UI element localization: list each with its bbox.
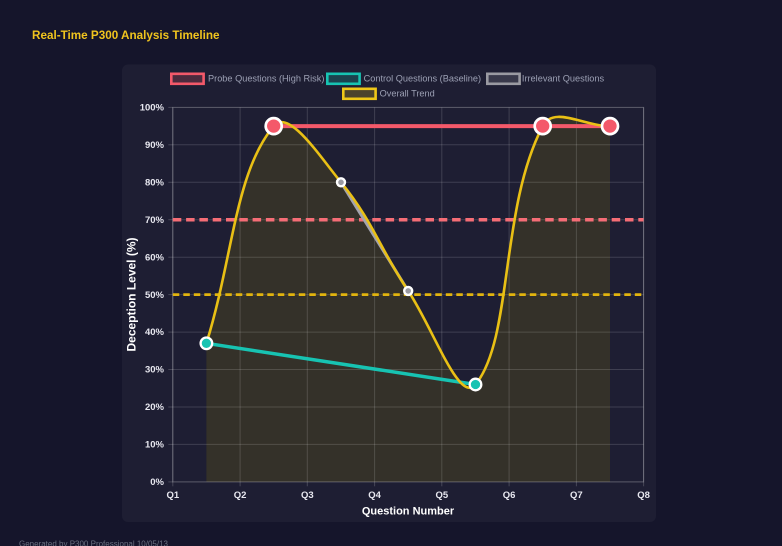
svg-text:70%: 70%	[145, 215, 165, 226]
svg-text:Control Questions (Baseline): Control Questions (Baseline)	[364, 73, 481, 83]
svg-text:Real-Time P300 Analysis Timeli: Real-Time P300 Analysis Timeline	[32, 29, 220, 42]
svg-text:Irrelevant Questions: Irrelevant Questions	[522, 73, 605, 83]
svg-text:20%: 20%	[145, 402, 165, 413]
svg-text:Q5: Q5	[435, 490, 448, 501]
svg-text:Question Number: Question Number	[362, 506, 455, 518]
svg-text:Q2: Q2	[234, 490, 247, 501]
svg-text:Generated by P300 Professional: Generated by P300 Professional 10/05/13	[19, 539, 169, 546]
svg-text:Probe Questions (High Risk): Probe Questions (High Risk)	[208, 73, 324, 83]
svg-text:Q6: Q6	[503, 490, 516, 501]
svg-text:Q1: Q1	[166, 490, 179, 501]
svg-text:50%: 50%	[145, 290, 165, 301]
svg-text:Overall Trend: Overall Trend	[380, 89, 435, 99]
svg-text:10%: 10%	[145, 440, 165, 451]
svg-text:Q4: Q4	[368, 490, 381, 501]
svg-text:90%: 90%	[145, 140, 165, 151]
svg-text:Q3: Q3	[301, 490, 314, 501]
svg-text:Q7: Q7	[570, 490, 583, 501]
svg-text:100%: 100%	[140, 103, 165, 114]
svg-text:Deception Level (%): Deception Level (%)	[125, 237, 139, 351]
svg-text:40%: 40%	[145, 327, 165, 338]
svg-text:30%: 30%	[145, 365, 165, 376]
svg-text:0%: 0%	[150, 477, 164, 488]
svg-text:60%: 60%	[145, 252, 165, 263]
svg-text:Q8: Q8	[637, 490, 650, 501]
svg-text:80%: 80%	[145, 177, 165, 188]
